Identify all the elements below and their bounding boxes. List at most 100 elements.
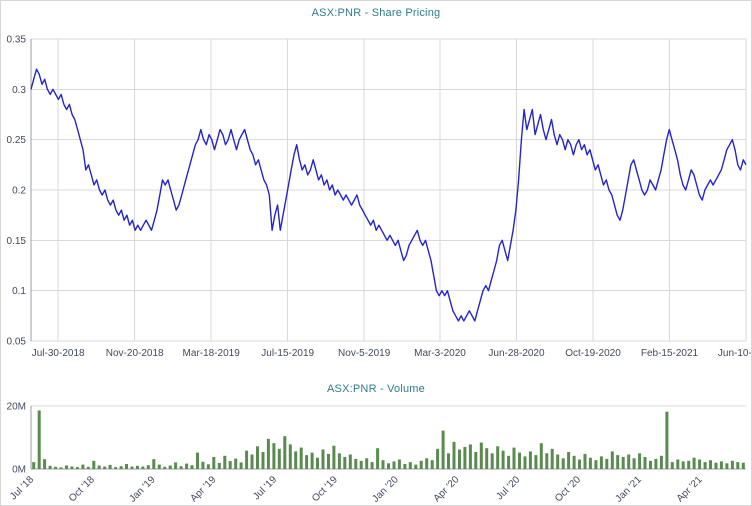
volume-bar xyxy=(343,457,347,469)
volume-bar xyxy=(490,453,494,470)
volume-x-axis-label: Oct '20 xyxy=(553,474,583,504)
volume-bar xyxy=(496,446,500,469)
volume-bar xyxy=(523,456,527,469)
volume-bar xyxy=(86,466,90,469)
volume-bar xyxy=(294,451,298,469)
volume-bar xyxy=(698,459,702,469)
volume-bar xyxy=(234,458,238,469)
price-x-axis-label: Mar-18-2019 xyxy=(183,348,241,359)
volume-bar xyxy=(125,464,128,469)
volume-bar xyxy=(185,463,189,469)
volume-bar xyxy=(594,460,598,469)
volume-y-axis-label: 0M xyxy=(12,465,26,476)
price-y-axis-label: 0.1 xyxy=(12,286,26,297)
volume-bar xyxy=(266,438,270,469)
volume-bar xyxy=(567,452,571,469)
volume-bar xyxy=(736,462,740,469)
volume-bar xyxy=(452,441,456,469)
volume-bar xyxy=(75,467,79,469)
volume-bar xyxy=(507,455,511,469)
volume-bar xyxy=(627,454,631,469)
volume-bar xyxy=(332,445,336,469)
volume-bar xyxy=(501,450,505,469)
volume-bar xyxy=(703,462,707,469)
volume-bar xyxy=(670,462,674,469)
volume-bar xyxy=(206,464,210,469)
volume-bar xyxy=(43,459,47,469)
volume-bar xyxy=(168,465,172,469)
volume-bar xyxy=(572,455,576,469)
volume-bar xyxy=(654,458,658,469)
volume-bar xyxy=(441,430,445,469)
volume-bar xyxy=(321,449,325,469)
volume-bar xyxy=(130,466,134,469)
volume-bar xyxy=(212,457,216,469)
price-x-axis-label: Jun-28-2020 xyxy=(488,348,545,359)
volume-bar xyxy=(163,466,167,469)
volume-bar xyxy=(152,459,156,469)
volume-bar xyxy=(37,410,41,469)
volume-bar xyxy=(681,461,685,469)
volume-bar xyxy=(474,452,478,469)
volume-x-axis-label: Apr '20 xyxy=(432,474,462,504)
volume-bar xyxy=(59,467,63,469)
volume-bar xyxy=(458,449,461,469)
volume-bar xyxy=(430,460,434,469)
volume-bar xyxy=(103,466,107,469)
volume-bar xyxy=(48,465,52,469)
volume-bar xyxy=(539,443,543,469)
volume-bar xyxy=(239,462,243,469)
volume-bar xyxy=(665,411,669,469)
volume-bar xyxy=(616,455,620,469)
volume-title: ASX:PNR - Volume xyxy=(327,383,425,395)
volume-bar xyxy=(217,463,221,469)
volume-bar xyxy=(354,458,358,469)
price-x-axis-label: Mar-3-2020 xyxy=(414,348,466,359)
volume-bar xyxy=(97,465,101,469)
price-y-axis-label: 0.35 xyxy=(7,35,27,46)
volume-bar xyxy=(92,460,96,469)
volume-bar xyxy=(327,453,330,469)
volume-bar xyxy=(676,459,680,469)
volume-bar xyxy=(54,466,58,469)
volume-bar xyxy=(468,444,472,469)
volume-bar xyxy=(730,460,734,469)
volume-bar xyxy=(659,455,663,469)
volume-bar xyxy=(310,452,314,469)
volume-x-axis-label: Oct '19 xyxy=(310,474,340,504)
volume-bar xyxy=(119,466,123,469)
volume-x-axis-label: Apr '19 xyxy=(188,474,218,504)
volume-bar xyxy=(135,465,139,469)
price-y-axis-label: 0.2 xyxy=(12,186,26,197)
volume-bar xyxy=(376,448,380,469)
volume-bar xyxy=(81,464,85,469)
volume-bar xyxy=(725,463,729,469)
volume-bar xyxy=(288,444,292,469)
volume-bar xyxy=(201,461,205,469)
volume-bar xyxy=(545,453,549,470)
volume-bar xyxy=(638,453,642,470)
volume-bar xyxy=(359,460,363,469)
volume-bar xyxy=(32,462,36,469)
volume-x-axis-label: Jul '18 xyxy=(8,474,36,502)
volume-bar xyxy=(299,447,303,469)
volume-bar xyxy=(114,467,118,469)
volume-bar xyxy=(392,461,396,469)
volume-x-axis-label: Jul '20 xyxy=(494,474,522,502)
volume-bar xyxy=(190,465,194,469)
price-y-axis-label: 0.25 xyxy=(7,135,27,146)
volume-bar xyxy=(337,453,341,470)
volume-bar xyxy=(447,453,450,470)
volume-bar xyxy=(397,459,401,469)
volume-bar xyxy=(436,448,440,469)
volume-x-axis-label: Jan '21 xyxy=(614,474,645,505)
volume-bar xyxy=(381,460,385,469)
volume-x-axis-label: Oct '18 xyxy=(67,474,97,504)
price-x-axis-label: Feb-15-2021 xyxy=(641,348,699,359)
volume-bar xyxy=(174,462,178,469)
volume-bar xyxy=(485,448,489,469)
price-x-axis-label: Nov-20-2018 xyxy=(106,348,164,359)
volume-bar xyxy=(283,436,287,469)
volume-bar xyxy=(157,464,161,469)
